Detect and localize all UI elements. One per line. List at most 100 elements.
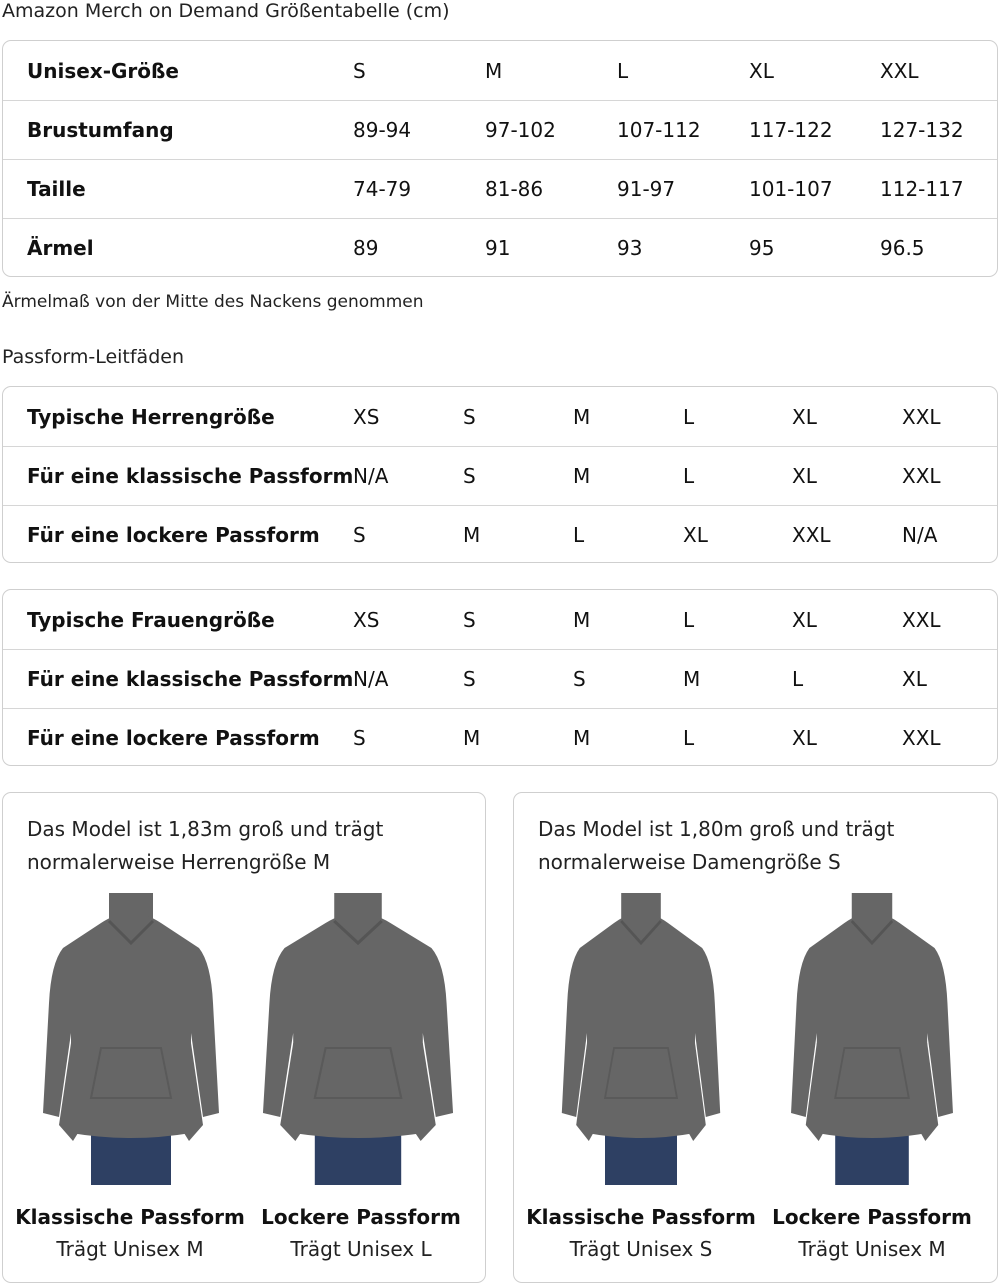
figure-name: Klassische Passform (526, 1205, 756, 1229)
table-cell: XL (792, 607, 817, 632)
table-cell: M (573, 404, 591, 429)
women-fit-table: Typische Frauengröße XS S M L XL XXL Für eine k… (2, 589, 998, 766)
men-fit-table: Typische Herrengröße XS S M L XL XXL Für eine k… (2, 386, 998, 563)
row-label: Für eine klassische Passform (27, 464, 354, 488)
table-cell: XS (353, 607, 380, 632)
hoodie-image-classic-men (31, 893, 231, 1185)
row-label: Typische Herrengröße (27, 404, 275, 429)
caption-line: Das Model ist 1,83m groß und trägt (27, 817, 384, 841)
table-cell: 101-107 (749, 177, 833, 201)
women-model-card: Das Model ist 1,80m groß und trägt normal… (513, 792, 998, 1283)
caption-line: Das Model ist 1,80m groß und trägt (538, 817, 895, 841)
figure-size: Trägt Unisex L (290, 1237, 432, 1261)
table-cell: XL (749, 58, 774, 83)
table-row: Typische Herrengröße XS S M L XL XXL (3, 387, 997, 446)
table-cell: S (353, 726, 366, 750)
table-cell: 96.5 (880, 236, 925, 260)
table-cell: 81-86 (485, 177, 544, 201)
row-label: Brustumfang (27, 118, 174, 142)
table-cell: S (353, 523, 366, 547)
figure-name: Lockere Passform (261, 1205, 461, 1229)
row-label: Für eine lockere Passform (27, 523, 320, 547)
table-cell: XXL (902, 404, 941, 429)
men-caption: Das Model ist 1,83m groß und trägt normal… (27, 813, 383, 879)
table-cell: XL (792, 404, 817, 429)
table-cell: 74-79 (353, 177, 412, 201)
caption-line: normalerweise Damengröße S (538, 850, 841, 874)
men-model-card: Das Model ist 1,83m groß und trägt normal… (2, 792, 486, 1283)
table-cell: 93 (617, 236, 643, 260)
table-cell: XL (792, 726, 817, 750)
table-row: Ärmel 89 91 93 95 96.5 (3, 218, 997, 276)
table-row: Unisex-Größe S M L XL XXL (3, 41, 997, 100)
table-cell: N/A (353, 464, 389, 488)
table-row: Taille 74-79 81-86 91-97 101-107 112-117 (3, 159, 997, 218)
hoodie-image-loose-men (250, 893, 466, 1185)
table-row: Für eine klassische Passform N/A S M L XL XXL (3, 446, 997, 505)
table-cell: XXL (902, 464, 941, 488)
table-cell: L (573, 523, 585, 547)
table-cell: L (792, 667, 804, 691)
table-cell: S (463, 667, 476, 691)
figure-name: Lockere Passform (772, 1205, 972, 1229)
table-cell: L (617, 58, 629, 83)
row-label: Ärmel (27, 236, 94, 260)
table-cell: L (683, 464, 695, 488)
table-cell: S (463, 404, 476, 429)
row-label: Für eine lockere Passform (27, 726, 320, 750)
table-cell: 117-122 (749, 118, 833, 142)
table-cell: XL (902, 667, 927, 691)
table-cell: XS (353, 404, 380, 429)
table-cell: 89-94 (353, 118, 412, 142)
chart-title: Amazon Merch on Demand Größentabelle (cm… (2, 0, 450, 22)
table-cell: L (683, 404, 695, 429)
table-cell: M (463, 726, 481, 750)
table-cell: M (485, 58, 503, 83)
table-cell: S (573, 667, 586, 691)
table-cell: XXL (902, 726, 941, 750)
figure-size: Trägt Unisex S (569, 1237, 713, 1261)
row-label: Typische Frauengröße (27, 607, 275, 632)
row-label: Taille (27, 177, 86, 201)
table-cell: S (463, 607, 476, 632)
table-cell: 97-102 (485, 118, 556, 142)
table-cell: M (463, 523, 481, 547)
table-row: Typische Frauengröße XS S M L XL XXL (3, 590, 997, 649)
table-cell: 107-112 (617, 118, 701, 142)
table-cell: 91-97 (617, 177, 676, 201)
caption-line: normalerweise Herrengröße M (27, 850, 331, 874)
table-cell: S (463, 464, 476, 488)
table-cell: 112-117 (880, 177, 964, 201)
table-row: Für eine klassische Passform N/A S S M L XL (3, 649, 997, 708)
figure-size: Trägt Unisex M (56, 1237, 204, 1261)
sleeve-note: Ärmelmaß von der Mitte des Nackens genom… (2, 292, 424, 312)
table-cell: XXL (880, 58, 919, 83)
table-row: Für eine lockere Passform S M M L XL XXL (3, 708, 997, 765)
table-cell: XL (683, 523, 708, 547)
table-cell: N/A (353, 667, 389, 691)
row-label: Für eine klassische Passform (27, 667, 354, 691)
fit-guide-title: Passform-Leitfäden (2, 346, 184, 368)
table-cell: L (683, 607, 695, 632)
table-cell: 95 (749, 236, 775, 260)
table-cell: 89 (353, 236, 379, 260)
table-row: Brustumfang 89-94 97-102 107-112 117-122 127-… (3, 100, 997, 159)
women-caption: Das Model ist 1,80m groß und trägt normal… (538, 813, 894, 879)
table-cell: XXL (902, 607, 941, 632)
hoodie-image-loose-women (780, 893, 964, 1185)
row-label: Unisex-Größe (27, 58, 179, 83)
table-cell: 91 (485, 236, 511, 260)
figure-size: Trägt Unisex M (798, 1237, 946, 1261)
table-cell: XL (792, 464, 817, 488)
table-row: Für eine lockere Passform S M L XL XXL N/A (3, 505, 997, 562)
size-table: Unisex-Größe S M L XL XXL Brustumfang 89-94 97-1… (2, 40, 998, 277)
table-cell: 127-132 (880, 118, 964, 142)
table-cell: M (573, 726, 591, 750)
figure-name: Klassische Passform (15, 1205, 245, 1229)
hoodie-image-classic-women (551, 893, 731, 1185)
table-cell: L (683, 726, 695, 750)
table-cell: M (573, 607, 591, 632)
table-cell: M (683, 667, 701, 691)
table-cell: N/A (902, 523, 938, 547)
table-cell: S (353, 58, 366, 83)
